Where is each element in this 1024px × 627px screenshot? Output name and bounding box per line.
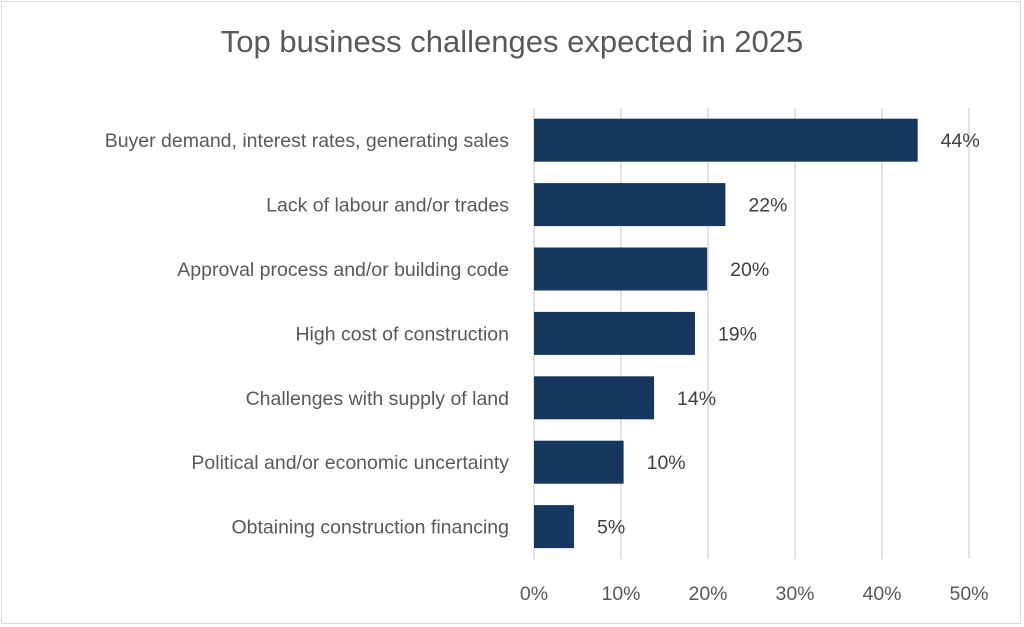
category-label: Approval process and/or building code [177, 259, 509, 281]
data-label: 22% [748, 195, 787, 217]
data-label: 10% [647, 452, 686, 474]
category-label: Political and/or economic uncertainty [191, 452, 509, 474]
bar [534, 118, 918, 162]
bar [534, 311, 695, 355]
data-label: 44% [941, 130, 980, 152]
category-label: Obtaining construction financing [231, 517, 509, 539]
x-tick-label: 50% [949, 583, 988, 605]
bar [534, 376, 655, 420]
x-tick-label: 20% [688, 583, 727, 605]
category-label: Buyer demand, interest rates, generating… [105, 130, 510, 152]
data-label: 14% [677, 388, 716, 410]
x-tick-label: 0% [520, 583, 548, 605]
bar [534, 505, 575, 549]
x-tick-label: 40% [862, 583, 901, 605]
category-label: Lack of labour and/or trades [266, 195, 509, 217]
data-label: 19% [718, 323, 757, 345]
bar [534, 247, 708, 291]
category-label: Challenges with supply of land [246, 388, 509, 410]
x-tick-label: 30% [775, 583, 814, 605]
x-tick-label: 10% [601, 583, 640, 605]
bar [534, 183, 726, 227]
data-label: 20% [730, 259, 769, 281]
category-label: High cost of construction [295, 323, 509, 345]
data-label: 5% [597, 517, 625, 539]
bar [534, 440, 624, 484]
chart-title: Top business challenges expected in 2025 [220, 24, 804, 59]
